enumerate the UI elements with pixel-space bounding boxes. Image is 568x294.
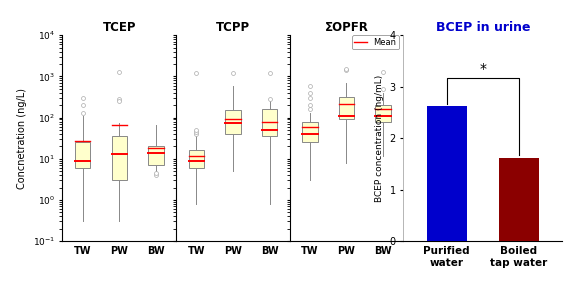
- Title: TCEP: TCEP: [103, 21, 136, 34]
- Bar: [148, 146, 164, 165]
- Bar: [499, 158, 539, 241]
- Y-axis label: Concnetration (ng/L): Concnetration (ng/L): [17, 88, 27, 189]
- Bar: [225, 110, 241, 134]
- Bar: [427, 106, 466, 241]
- Bar: [339, 97, 354, 119]
- Bar: [75, 142, 90, 168]
- Bar: [111, 136, 127, 180]
- Bar: [375, 105, 391, 122]
- Text: *: *: [479, 62, 486, 76]
- Legend: Mean: Mean: [352, 35, 399, 49]
- Title: BCEP in urine: BCEP in urine: [436, 21, 530, 34]
- Title: TCPP: TCPP: [216, 21, 250, 34]
- Bar: [262, 109, 277, 136]
- Title: ΣOPFR: ΣOPFR: [324, 21, 369, 34]
- Bar: [189, 150, 204, 168]
- Y-axis label: BCEP concentration (ng/mL): BCEP concentration (ng/mL): [375, 75, 384, 202]
- Bar: [302, 122, 318, 142]
